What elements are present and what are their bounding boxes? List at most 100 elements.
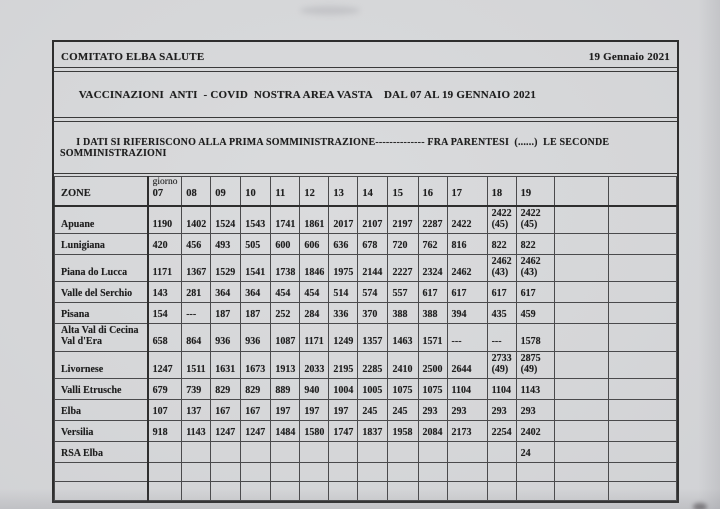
extra-cell: [553, 481, 609, 501]
value-cell: 167: [210, 399, 242, 421]
value-cell: 336: [328, 302, 359, 325]
value-cell: ---: [446, 323, 488, 352]
value-cell: [299, 462, 330, 482]
value-cell: 284: [299, 302, 330, 325]
value-cell: 617: [486, 281, 517, 304]
value-cell: 456: [181, 232, 212, 255]
value-cell: 2462 (43): [486, 253, 517, 283]
value-cell: [417, 462, 448, 482]
value-cell: 2017: [328, 205, 359, 234]
value-cell: [181, 441, 212, 463]
value-cell: 2462: [446, 253, 488, 283]
value-cell: 1578: [515, 323, 555, 352]
value-cell: 936: [240, 323, 272, 352]
value-cell: 293: [446, 399, 488, 421]
table-row: Valle del Serchio 143 281 364 364 454 454 514 57…: [53, 281, 678, 304]
document-date: 19 Gennaio 2021: [588, 51, 670, 63]
value-cell: [387, 441, 419, 463]
extra-cell: [553, 350, 609, 380]
extra-cell: [607, 420, 678, 442]
value-cell: [299, 481, 330, 501]
value-cell: 137: [181, 399, 212, 421]
table-row: RSA Elba 24: [53, 441, 678, 463]
day-column-header: 15: [387, 176, 419, 207]
value-cell: 2875 (49): [515, 350, 555, 380]
zone-cell: Valle del Serchio: [53, 281, 149, 304]
value-cell: 1249: [328, 323, 359, 352]
extra-column-header: [553, 176, 609, 207]
value-cell: 617: [417, 281, 448, 304]
value-cell: 1171: [147, 253, 183, 283]
extra-cell: [607, 281, 678, 304]
value-cell: 1004: [328, 378, 359, 400]
day-column-header: 16: [417, 176, 448, 207]
committee-title: COMITATO ELBA SALUTE: [61, 51, 205, 63]
value-cell: 2197: [387, 205, 419, 234]
value-cell: 2195: [328, 350, 359, 380]
value-cell: [446, 462, 488, 482]
value-cell: 822: [486, 232, 517, 255]
value-cell: 2422 (45): [515, 205, 555, 234]
table-row: [53, 481, 678, 501]
value-cell: 2285: [357, 350, 389, 380]
value-cell: [210, 481, 242, 501]
value-cell: [328, 462, 359, 482]
value-cell: 1367: [181, 253, 212, 283]
value-cell: 2173: [446, 420, 488, 442]
value-cell: 1143: [181, 420, 212, 442]
zone-cell: Lunigiana: [53, 232, 149, 255]
value-cell: [417, 481, 448, 501]
value-cell: 154: [147, 302, 183, 325]
value-cell: 1247: [210, 420, 242, 442]
value-cell: [417, 441, 448, 463]
value-cell: 1143: [515, 378, 555, 400]
value-cell: 2733 (49): [486, 350, 517, 380]
value-cell: 1631: [210, 350, 242, 380]
extra-cell: [553, 399, 609, 421]
extra-cell: [607, 232, 678, 255]
value-cell: 1673: [240, 350, 272, 380]
value-cell: 918: [147, 420, 183, 442]
extra-cell: [553, 253, 609, 283]
value-cell: 1087: [270, 323, 301, 352]
extra-cell: [553, 281, 609, 304]
value-cell: 829: [240, 378, 272, 400]
value-cell: 1104: [486, 378, 517, 400]
value-cell: [515, 481, 555, 501]
value-cell: 1846: [299, 253, 330, 283]
value-cell: 679: [147, 378, 183, 400]
value-cell: 889: [270, 378, 301, 400]
table-row: Livornese 1247 1511 1631 1673 1913 2033 2195 228…: [53, 350, 678, 380]
day-column-header: 13: [328, 176, 359, 207]
document-note-band: I DATI SI RIFERISCONO ALLA PRIMA SOMMINI…: [54, 121, 677, 174]
extra-cell: [607, 350, 678, 380]
day-number: 07: [152, 187, 164, 199]
table-row: Versilia 918 1143 1247 1247 1484 1580 1747 1837 1…: [53, 420, 678, 442]
table-row: Pisana 154 --- 187 187 252 284 336 370 388 388 394 4…: [53, 302, 678, 325]
table-header-row: ZONE giorno 07 08 09 10 11 12 13 14 15 16 17 18 19: [53, 176, 678, 207]
day-column-header: giorno 07: [147, 176, 183, 207]
value-cell: [328, 481, 359, 501]
value-cell: 1402: [181, 205, 212, 234]
value-cell: 1738: [270, 253, 301, 283]
value-cell: 364: [210, 281, 242, 304]
value-cell: 720: [387, 232, 419, 255]
value-cell: 816: [446, 232, 488, 255]
day-column-header: 19: [515, 176, 555, 207]
value-cell: 454: [270, 281, 301, 304]
value-cell: [486, 441, 517, 463]
value-cell: 293: [486, 399, 517, 421]
value-cell: 2422: [446, 205, 488, 234]
value-cell: 1571: [417, 323, 448, 352]
value-cell: 1580: [299, 420, 330, 442]
day-column-header: 14: [357, 176, 389, 207]
value-cell: [387, 481, 419, 501]
value-cell: [446, 481, 488, 501]
value-cell: 678: [357, 232, 389, 255]
document-header: COMITATO ELBA SALUTE 19 Gennaio 2021: [54, 42, 677, 68]
value-cell: 574: [357, 281, 389, 304]
document-subtitle-band: VACCINAZIONI ANTI - COVID NOSTRA AREA VA…: [54, 71, 677, 118]
value-cell: 2324: [417, 253, 448, 283]
value-cell: 24: [515, 441, 555, 463]
